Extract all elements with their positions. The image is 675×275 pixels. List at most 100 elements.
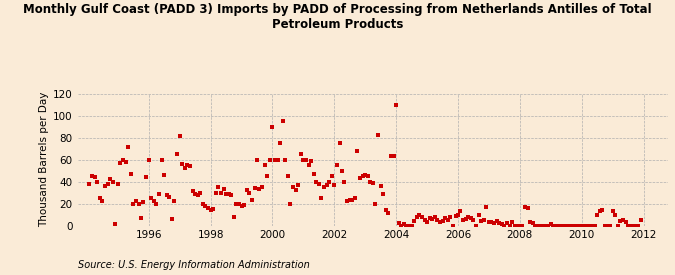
Point (540, 223, 551, 228)
Point (288, 185, 298, 189)
Point (334, 141, 345, 145)
Point (313, 182, 324, 186)
Point (563, 223, 574, 228)
Point (435, 220, 446, 224)
Point (612, 223, 623, 228)
Point (398, 222, 409, 227)
Point (308, 172, 319, 176)
Point (130, 199, 141, 204)
Point (285, 201, 296, 206)
Point (561, 223, 572, 228)
Point (221, 191, 232, 196)
Point (370, 201, 381, 206)
Point (630, 223, 641, 228)
Point (427, 217, 437, 221)
Point (298, 157, 308, 162)
Point (244, 190, 254, 195)
Point (177, 162, 188, 166)
Point (608, 209, 618, 213)
Point (483, 220, 494, 224)
Point (404, 223, 414, 228)
Point (497, 222, 508, 227)
Point (296, 152, 306, 156)
Point (610, 212, 620, 217)
Point (167, 217, 178, 221)
Point (267, 124, 278, 129)
Point (514, 223, 525, 228)
Point (599, 223, 610, 228)
Point (89, 175, 100, 179)
Point (303, 163, 314, 167)
Point (198, 201, 209, 206)
Point (571, 223, 582, 228)
Point (218, 187, 229, 191)
Point (429, 214, 440, 219)
Point (311, 179, 322, 184)
Point (211, 190, 221, 195)
Point (223, 191, 234, 196)
Point (365, 179, 376, 184)
Point (401, 223, 412, 228)
Point (123, 145, 134, 150)
Point (290, 188, 301, 192)
Point (95, 196, 105, 200)
Point (354, 176, 365, 180)
Point (265, 157, 275, 162)
Point (383, 211, 394, 216)
Point (620, 220, 631, 224)
Point (146, 196, 157, 200)
Point (473, 212, 484, 217)
Point (576, 223, 587, 228)
Point (512, 223, 522, 228)
Point (148, 199, 159, 204)
Point (625, 223, 636, 228)
Point (293, 183, 304, 187)
Point (184, 164, 195, 168)
Point (470, 223, 481, 228)
Point (445, 214, 456, 219)
Point (368, 180, 379, 185)
Point (388, 154, 399, 158)
Point (141, 175, 152, 179)
Point (414, 212, 425, 217)
Point (520, 205, 531, 209)
Point (406, 223, 417, 228)
Point (157, 157, 167, 162)
Point (507, 220, 518, 224)
Point (306, 158, 317, 163)
Point (574, 223, 585, 228)
Point (502, 221, 512, 226)
Point (182, 163, 193, 167)
Point (319, 185, 329, 189)
Point (236, 204, 247, 208)
Point (463, 214, 474, 219)
Point (352, 148, 363, 153)
Point (275, 141, 286, 145)
Point (126, 172, 136, 176)
Point (99, 184, 110, 188)
Point (344, 198, 355, 202)
Point (636, 218, 647, 222)
Point (213, 185, 223, 189)
Point (316, 196, 327, 200)
Point (524, 220, 535, 224)
Point (437, 219, 448, 223)
Point (350, 196, 360, 200)
Point (602, 223, 613, 228)
Point (605, 223, 616, 228)
Point (633, 223, 644, 228)
Point (249, 186, 260, 190)
Point (102, 182, 113, 186)
Point (362, 174, 373, 178)
Point (416, 214, 427, 219)
Point (533, 223, 543, 228)
Point (110, 222, 121, 227)
Point (450, 213, 461, 218)
Point (323, 179, 334, 184)
Point (192, 192, 203, 197)
Point (491, 219, 502, 223)
Point (231, 201, 242, 206)
Point (128, 201, 138, 206)
Point (578, 223, 589, 228)
Point (455, 209, 466, 213)
